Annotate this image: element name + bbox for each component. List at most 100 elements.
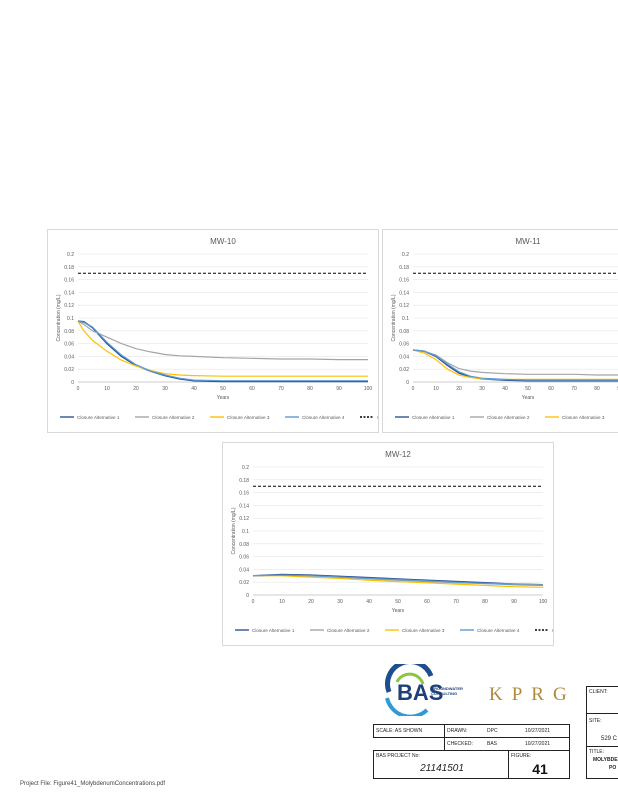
x-tick-label: 40	[502, 386, 508, 392]
y-axis-label: Concentration (mg/L)	[56, 294, 62, 341]
x-tick-label: 10	[279, 599, 285, 605]
project-number: 21141501	[420, 763, 464, 774]
y-tick-label: 0.12	[239, 516, 249, 522]
y-tick-label: 0.18	[239, 478, 249, 484]
x-tick-label: 60	[249, 386, 255, 392]
series-line-closure-alternative-2	[77, 320, 368, 361]
y-tick-label: 0.08	[64, 329, 74, 335]
figure-number: 41	[532, 761, 548, 777]
chart-mw10: MW-10 0 0.02 0.04 0.06 0.08 0.1 0.12 0.14 0.16 0.1…	[56, 237, 378, 420]
checked-label: CHECKED:	[447, 741, 473, 747]
y-tick-label: 0	[406, 380, 409, 386]
x-tick-label: 40	[191, 386, 197, 392]
drawn-date: 10/27/2021	[525, 728, 551, 734]
drawn-label: DRAWN:	[447, 728, 468, 734]
y-axis-label: Concentration (mg/L)	[391, 294, 397, 341]
y-tick-label: 0.1	[67, 316, 74, 322]
y-tick-label: 0.02	[399, 367, 409, 373]
x-tick-label: 0	[252, 599, 255, 605]
site-label: SITE:	[589, 718, 602, 724]
x-tick-label: 30	[479, 386, 485, 392]
checked-date: 10/27/2021	[525, 741, 551, 747]
y-tick-label: 0.04	[239, 567, 249, 573]
x-tick-label: 70	[571, 386, 577, 392]
client-cell: CLIENT:	[586, 686, 618, 714]
bas-logo: BAS GROUNDWATER CONSULTING	[383, 659, 463, 719]
site-cell: SITE: 529 C	[586, 713, 618, 747]
y-tick-label: 0	[71, 380, 74, 386]
chart-panel-mw11: MW-11 0 0.02 0.04 0.06 0.08 0.1 0.12 0.14 0.16 0.1…	[382, 229, 618, 433]
x-tick-label: 10	[104, 386, 110, 392]
y-tick-label: 0.06	[399, 342, 409, 348]
checked-cell: CHECKED: BAS 10/27/2021	[444, 737, 570, 751]
x-tick-label: 70	[453, 599, 459, 605]
bas-logo-subtext: GROUNDWATER CONSULTING	[431, 686, 463, 696]
scale-label: SCALE: AS SHOWN	[376, 728, 423, 734]
y-tick-label: 0.2	[402, 252, 409, 258]
legend-label: Closure Alternative 2	[327, 628, 370, 633]
x-axis-label: Years	[217, 395, 230, 401]
series-line-closure-alternative-4	[77, 320, 368, 382]
y-tick-label: 0.14	[399, 290, 409, 296]
site-value: 529 C	[601, 736, 618, 742]
x-axis-label: Years	[522, 395, 535, 401]
title-label: TITLE:	[589, 749, 605, 755]
series-line-closure-alternative-1	[77, 320, 368, 383]
y-tick-label: 0.06	[64, 342, 74, 348]
chart-title: MW-12	[385, 450, 411, 459]
legend-label: Closure Alternative 2	[152, 415, 195, 420]
title-value-1: MOLYBDE	[593, 757, 618, 763]
x-tick-label: 90	[336, 386, 342, 392]
chart-mw11: MW-11 0 0.02 0.04 0.06 0.08 0.1 0.12 0.14 0.16 0.1…	[391, 237, 618, 420]
y-tick-label: 0.04	[64, 354, 74, 360]
x-tick-label: 50	[220, 386, 226, 392]
x-tick-label: 10	[433, 386, 439, 392]
series-line-closure-alternative-3	[253, 575, 544, 588]
y-tick-label: 0.16	[239, 491, 249, 497]
bas-logo-text: BAS	[397, 680, 444, 705]
legend-label: GWPS	[552, 628, 553, 633]
x-tick-label: 50	[395, 599, 401, 605]
x-tick-label: 80	[307, 386, 313, 392]
y-tick-label: 0.2	[242, 465, 249, 471]
y-tick-label: 0.14	[239, 503, 249, 509]
x-tick-label: 80	[594, 386, 600, 392]
legend-label: Closure Alternative 1	[412, 415, 455, 420]
x-tick-label: 100	[539, 599, 548, 605]
chart-panel-mw10: MW-10 0 0.02 0.04 0.06 0.08 0.1 0.12 0.14 0.16 0.1…	[47, 229, 379, 433]
chart-title: MW-10	[210, 237, 236, 246]
x-tick-label: 50	[525, 386, 531, 392]
legend-label: Closure Alternative 1	[77, 415, 120, 420]
x-tick-label: 70	[278, 386, 284, 392]
legend-label: Closure Alternative 3	[227, 415, 270, 420]
y-tick-label: 0.2	[67, 252, 74, 258]
legend-label: Closure Alternative 3	[562, 415, 605, 420]
y-tick-label: 0.08	[239, 542, 249, 548]
legend-label: Closure Alternative 3	[402, 628, 445, 633]
y-tick-label: 0	[246, 593, 249, 599]
x-axis-label: Years	[392, 608, 405, 614]
figure-cell: FIGURE: 41	[508, 750, 570, 779]
series-line-closure-alternative-3	[77, 320, 368, 377]
y-tick-label: 0.02	[239, 580, 249, 586]
y-tick-label: 0.16	[64, 278, 74, 284]
chart-title: MW-11	[515, 237, 541, 246]
x-tick-label: 40	[366, 599, 372, 605]
project-label: BAS PROJECT No:	[376, 753, 420, 759]
y-tick-label: 0.18	[399, 265, 409, 271]
x-tick-label: 0	[412, 386, 415, 392]
x-tick-label: 60	[424, 599, 430, 605]
x-tick-label: 30	[162, 386, 168, 392]
figure-label: FIGURE:	[511, 753, 532, 759]
series-line-closure-alternative-4	[412, 349, 618, 381]
y-tick-label: 0.08	[399, 329, 409, 335]
project-cell: BAS PROJECT No: 21141501	[373, 750, 509, 779]
y-tick-label: 0.18	[64, 265, 74, 271]
scale-cell: SCALE: AS SHOWN	[373, 724, 445, 738]
x-tick-label: 60	[548, 386, 554, 392]
drawn-cell: DRAWN: DPC 10/27/2021	[444, 724, 570, 738]
drawn-by: DPC	[487, 728, 498, 734]
y-tick-label: 0.06	[239, 555, 249, 561]
checked-by: BAS	[487, 741, 498, 747]
series-line-closure-alternative-4	[252, 574, 544, 586]
